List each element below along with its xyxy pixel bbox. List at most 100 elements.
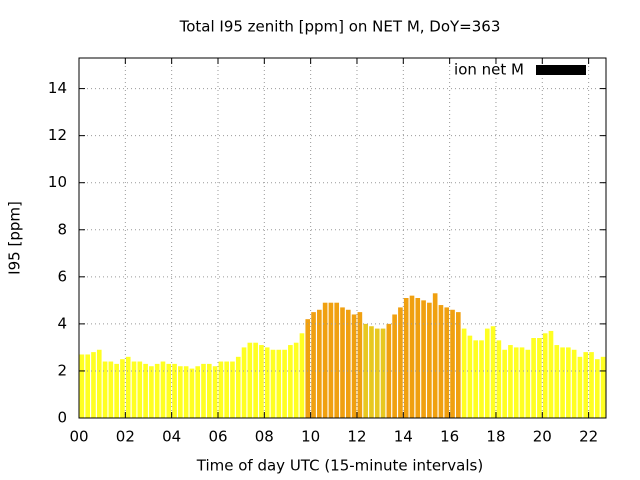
bar — [473, 340, 479, 418]
x-axis-label: Time of day UTC (15-minute intervals) — [196, 457, 483, 475]
bar — [189, 368, 195, 418]
bar — [154, 363, 160, 418]
x-tick-label: 22 — [579, 428, 598, 446]
bar — [293, 342, 299, 418]
bar — [172, 363, 177, 418]
y-tick-label: 6 — [57, 267, 67, 285]
bar — [270, 349, 276, 418]
x-tick-label: 10 — [301, 428, 320, 446]
bar — [531, 338, 536, 418]
bar — [195, 366, 201, 418]
bar — [519, 347, 525, 418]
bar — [322, 302, 328, 418]
y-tick-label: 8 — [57, 220, 67, 238]
bar — [369, 326, 374, 418]
bar — [311, 312, 316, 418]
bar — [212, 366, 218, 418]
bar — [386, 323, 392, 418]
plot-frame — [78, 57, 607, 419]
y-axis-label: I95 [ppm] — [6, 201, 24, 275]
bar — [218, 361, 224, 418]
bar — [160, 361, 166, 418]
bar — [577, 356, 583, 418]
bar — [589, 352, 594, 418]
bar — [206, 363, 212, 418]
bar — [438, 305, 444, 418]
bar — [247, 342, 253, 418]
x-tick-label: 00 — [69, 428, 88, 446]
bar — [114, 363, 119, 418]
bar — [345, 309, 351, 418]
bar — [340, 307, 345, 418]
bar — [560, 347, 565, 418]
bar — [125, 356, 131, 418]
bar — [548, 330, 554, 418]
bar — [566, 347, 571, 418]
bar — [96, 349, 102, 418]
bar — [392, 314, 397, 418]
bar — [253, 342, 258, 418]
bar — [398, 307, 403, 418]
bar — [554, 345, 560, 418]
bar — [85, 354, 91, 418]
bar — [456, 312, 461, 418]
x-tick-label: 04 — [162, 428, 181, 446]
legend-swatch — [536, 65, 586, 75]
bar — [513, 347, 519, 418]
bar — [120, 359, 125, 418]
bar — [91, 352, 96, 418]
bar — [380, 328, 386, 418]
y-tick-label: 2 — [57, 361, 67, 379]
bar — [178, 366, 183, 418]
bar — [461, 328, 467, 418]
bar — [183, 366, 189, 418]
bar — [537, 338, 542, 418]
bar — [259, 345, 264, 418]
bar — [374, 328, 380, 418]
bar — [137, 361, 143, 418]
bar — [484, 328, 490, 418]
bar — [264, 347, 270, 418]
x-tick-label: 02 — [116, 428, 135, 446]
bar — [583, 352, 589, 418]
bar — [143, 363, 148, 418]
bar — [479, 340, 484, 418]
bar — [299, 333, 305, 418]
bar — [131, 361, 137, 418]
bar — [351, 314, 357, 418]
bar — [288, 345, 293, 418]
x-tick-label: 20 — [533, 428, 552, 446]
x-tick-label: 12 — [347, 428, 366, 446]
bar — [282, 349, 287, 418]
bar — [166, 363, 172, 418]
x-tick-label: 18 — [486, 428, 505, 446]
x-tick-label: 08 — [255, 428, 274, 446]
bar — [600, 356, 606, 418]
bar — [467, 335, 473, 418]
bar — [235, 356, 241, 418]
bar — [490, 326, 496, 418]
y-tick-label: 12 — [48, 126, 67, 144]
bar — [508, 345, 513, 418]
bar — [201, 363, 206, 418]
bar — [305, 319, 311, 418]
x-tick-label: 16 — [440, 428, 459, 446]
y-tick-label: 4 — [57, 314, 67, 332]
bar — [317, 309, 322, 418]
chart-title: Total I95 zenith [ppm] on NET M, DoY=363 — [179, 18, 501, 36]
x-tick-label: 06 — [208, 428, 227, 446]
bar — [502, 349, 507, 418]
bar — [542, 333, 548, 418]
y-tick-label: 14 — [48, 79, 67, 97]
bar — [328, 302, 334, 418]
bar — [444, 307, 450, 418]
bar — [403, 298, 409, 418]
bar — [450, 309, 455, 418]
bar — [594, 359, 600, 418]
bar — [421, 300, 426, 418]
bar — [571, 349, 577, 418]
bar — [334, 302, 340, 418]
bar — [427, 302, 432, 418]
bar — [363, 323, 368, 418]
bar — [496, 340, 502, 418]
